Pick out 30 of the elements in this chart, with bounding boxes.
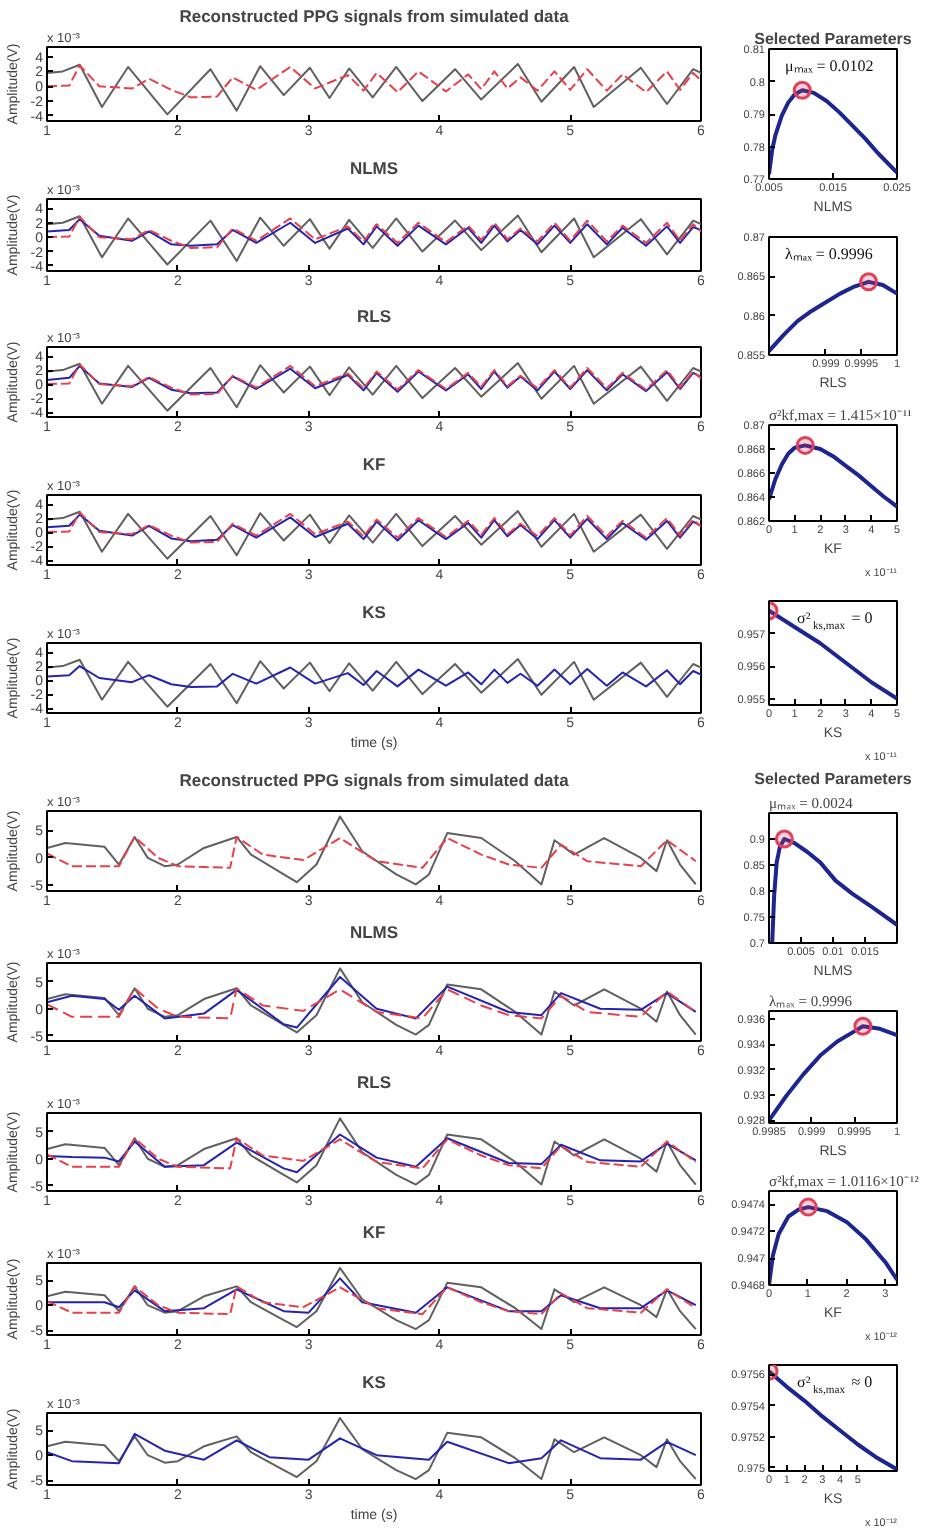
line-series (47, 1432, 697, 1465)
line-series (47, 1117, 697, 1186)
line-series (47, 815, 697, 886)
line-series (47, 63, 701, 116)
chart-title: Selected Parameters (754, 770, 913, 788)
chart-title: NLMS (349, 922, 399, 942)
chart-title: RLS (357, 1072, 392, 1092)
chart-title: RLS (357, 306, 392, 326)
annotation: λₘₐₓ = 0.9996 (785, 245, 873, 263)
annotation: μₘₐₓ = 0.0102 (785, 57, 874, 75)
chart-title: KS (362, 1372, 387, 1392)
line-series (47, 658, 701, 708)
line-series (47, 1266, 697, 1331)
chart-title: Selected Parameters (754, 30, 913, 48)
chart-title: KF (362, 1222, 386, 1242)
line-series (47, 1277, 697, 1314)
line-series (47, 987, 697, 1020)
chart-title: KS (362, 602, 387, 622)
line-series (47, 835, 697, 869)
line-series (47, 1416, 697, 1481)
chart-title: Reconstructed PPG signals from simulated data (179, 6, 570, 26)
line-series (47, 510, 701, 560)
line-series (47, 64, 701, 99)
chart-title: KF (362, 454, 386, 474)
line-series (47, 1285, 697, 1316)
line-series (47, 214, 701, 266)
chart-title: Reconstructed PPG signals from simulated data (179, 770, 570, 790)
line-series (47, 362, 701, 412)
line-series (47, 665, 701, 689)
chart-title: NLMS (349, 158, 399, 178)
